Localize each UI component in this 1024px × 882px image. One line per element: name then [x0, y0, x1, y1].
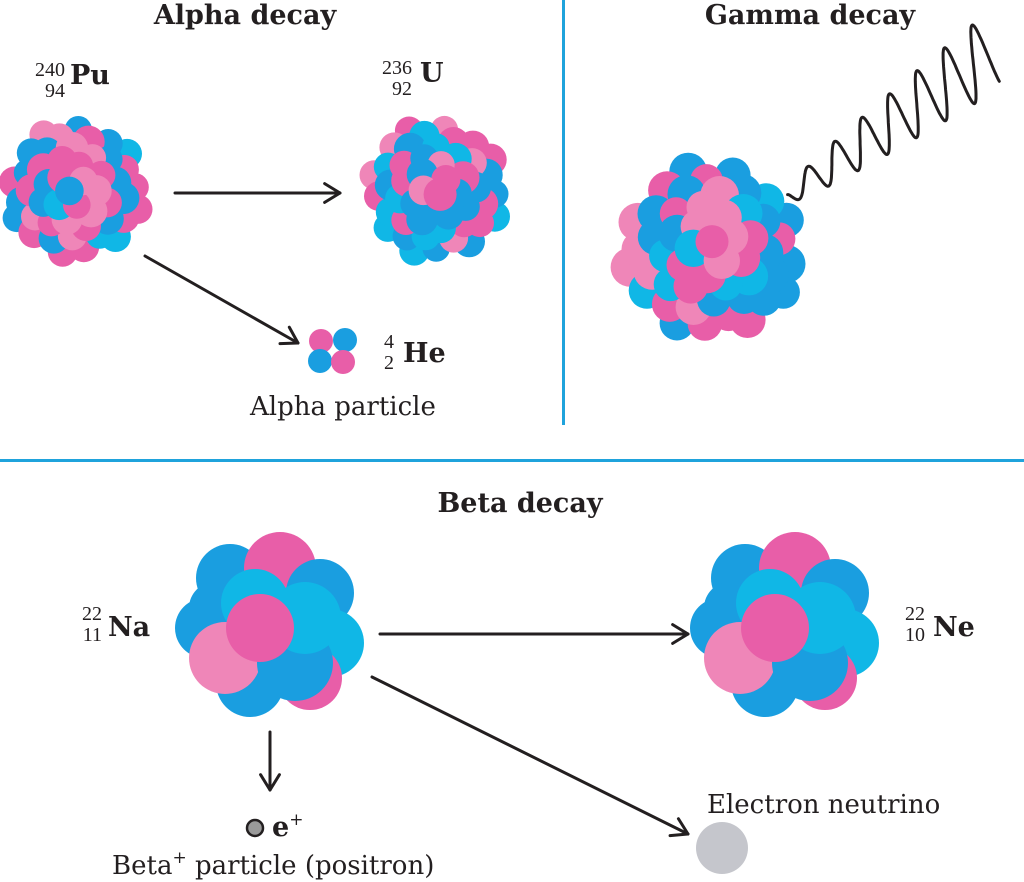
neon-nucleus [690, 532, 879, 717]
positron-label-prefix: Beta [112, 851, 173, 881]
nucleon [331, 350, 355, 374]
alpha-to-uranium-arrow [173, 182, 342, 204]
nucleon [226, 594, 294, 662]
gamma-decay-title: Gamma decay [704, 0, 916, 31]
gamma-ray-wave [786, 23, 1001, 202]
positron-label: Beta+ particle (positron) [112, 848, 434, 881]
nuclei-layer [0, 115, 879, 874]
plutonium-atomic-number: 94 [45, 80, 65, 102]
uranium-atomic-number: 92 [392, 78, 412, 100]
positron-symbol: e+ [272, 810, 303, 843]
positron-dot [245, 818, 265, 838]
uranium-mass-number: 236 [382, 57, 412, 79]
neutrino-dot [696, 822, 748, 874]
plutonium-mass-number: 240 [35, 59, 65, 81]
plutonium-nucleus [0, 116, 153, 267]
helium-isotope: 4 2 [370, 332, 394, 376]
helium-symbol: He [403, 338, 446, 369]
neon-isotope: 22 10 [893, 604, 925, 648]
arrow-head [278, 325, 300, 346]
nucleon [695, 225, 729, 259]
uranium-nucleus [359, 115, 510, 266]
arrow-shaft [370, 675, 690, 836]
neon-symbol: Ne [933, 612, 975, 643]
sodium-symbol: Na [108, 612, 151, 643]
arrow-shaft [143, 254, 300, 345]
alpha-particle [308, 328, 357, 374]
wave-path [786, 23, 1001, 202]
plutonium-isotope: 240 94 [20, 60, 65, 104]
helium-atomic-number: 2 [384, 352, 394, 374]
nucleon [308, 349, 332, 373]
sodium-atomic-number: 11 [82, 624, 102, 646]
arrow-head [668, 817, 690, 838]
nucleon [309, 329, 333, 353]
neutrino-emission-arrow [370, 675, 690, 838]
positron-emission-arrow [259, 730, 281, 792]
beta-decay-title: Beta decay [437, 488, 603, 519]
helium-mass-number: 4 [384, 331, 394, 353]
sodium-nucleus [175, 532, 364, 717]
arrow-head [671, 623, 690, 645]
uranium-isotope: 236 92 [370, 58, 412, 102]
positron-charge: + [289, 810, 304, 830]
horizontal-divider [0, 459, 1024, 462]
sodium-isotope: 22 11 [70, 604, 102, 648]
neon-atomic-number: 10 [905, 624, 925, 646]
nucleon [333, 328, 357, 352]
alpha-decay-title: Alpha decay [153, 0, 337, 31]
positron-label-sup: + [172, 848, 187, 868]
positron-label-suffix: particle (positron) [194, 851, 435, 881]
positron-letter: e [272, 812, 290, 843]
plutonium-symbol: Pu [70, 60, 110, 91]
arrows-layer [143, 23, 1001, 838]
nucleon [741, 594, 809, 662]
sodium-mass-number: 22 [82, 603, 102, 625]
neutrino-label: Electron neutrino [707, 790, 941, 820]
arrow-head [259, 773, 281, 792]
arrow-head [323, 182, 342, 204]
beta-to-neon-arrow [378, 623, 690, 645]
alpha-particle-label: Alpha particle [250, 392, 436, 422]
gamma-nucleus [610, 152, 806, 341]
vertical-divider [562, 0, 565, 425]
uranium-symbol: U [420, 58, 444, 89]
nucleon [55, 176, 84, 206]
alpha-emission-arrow [143, 254, 300, 346]
nucleon [423, 177, 457, 211]
neon-mass-number: 22 [905, 603, 925, 625]
